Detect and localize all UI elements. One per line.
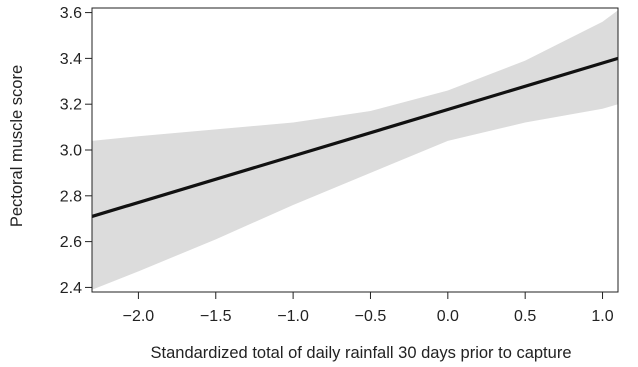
regression-line — [91, 56, 619, 218]
x-axis-ticks: −2.0 −1.5 −1.0 −0.5 0.0 0.5 1.0 — [123, 292, 614, 325]
y-tick-label: 2.6 — [60, 234, 82, 251]
y-tick-label: 3.6 — [60, 5, 82, 22]
x-tick-label: −1.0 — [277, 308, 309, 325]
y-axis-ticks: 2.4 2.6 2.8 3.0 3.2 3.4 3.6 — [60, 5, 92, 297]
y-axis-title: Pectoral muscle score — [8, 65, 26, 227]
regression-line-layer — [91, 56, 619, 218]
x-axis-title: Standardized total of daily rainfall 30 … — [151, 344, 572, 362]
confidence-band — [92, 10, 618, 290]
x-tick-label: −2.0 — [123, 308, 155, 325]
confidence-band-layer — [92, 10, 618, 290]
x-tick-label: −0.5 — [355, 308, 387, 325]
y-tick-label: 2.4 — [60, 280, 82, 297]
x-tick-label: 0.0 — [437, 308, 459, 325]
x-tick-label: −1.5 — [200, 308, 232, 325]
x-tick-label: 0.5 — [514, 308, 536, 325]
y-tick-label: 3.4 — [60, 51, 82, 68]
y-tick-label: 3.2 — [60, 97, 82, 114]
x-tick-label: 1.0 — [591, 308, 613, 325]
y-tick-label: 2.8 — [60, 188, 82, 205]
y-tick-label: 3.0 — [60, 143, 82, 160]
